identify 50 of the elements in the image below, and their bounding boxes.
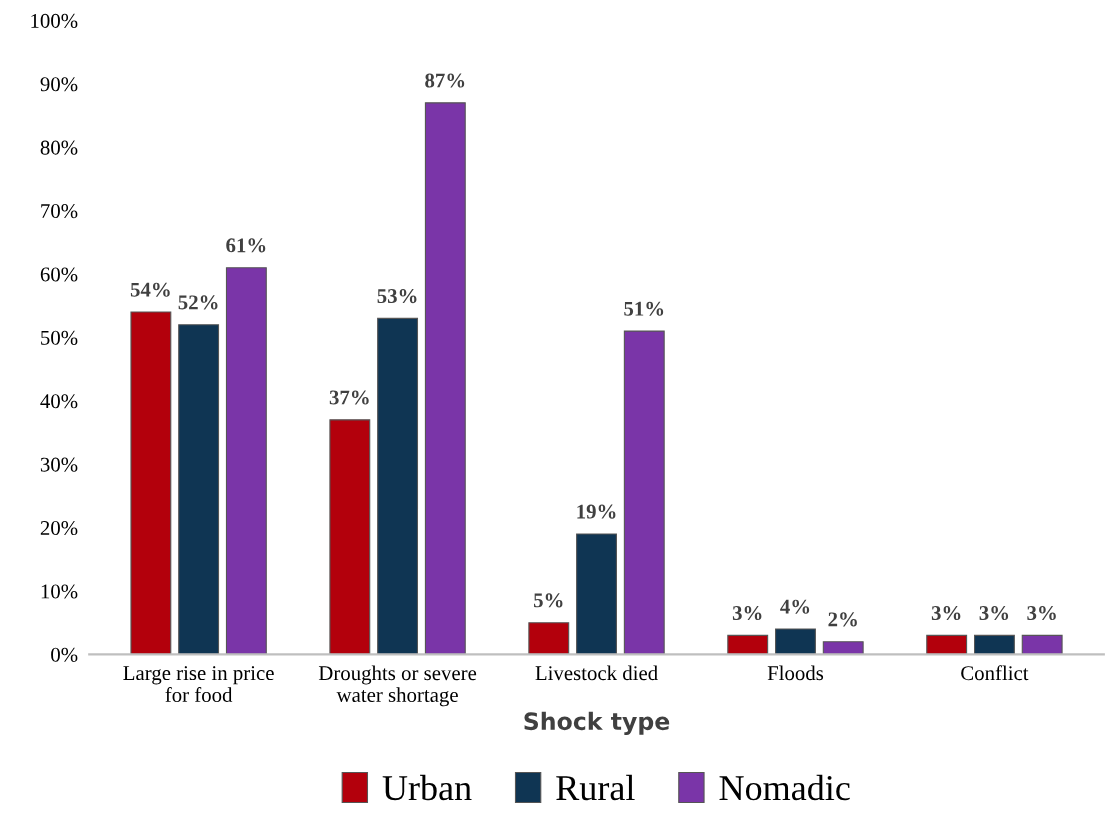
bar [822, 641, 864, 655]
bar [130, 311, 172, 655]
bar [329, 419, 371, 655]
x-tick-label: Droughts or severe water shortage [318, 665, 477, 707]
data-label: 4% [780, 599, 810, 614]
y-tick-label: 50% [41, 330, 78, 345]
y-tick-label: 0% [51, 647, 78, 662]
data-label: 3% [1027, 605, 1056, 621]
x-axis-title: Shock type [524, 711, 670, 735]
data-label: 3% [979, 605, 1009, 621]
x-tick-label: Conflict [961, 665, 1029, 681]
legend-label: Urban [382, 774, 472, 801]
data-label: 53% [377, 289, 417, 304]
data-label: 3% [931, 605, 961, 621]
data-label: 54% [130, 282, 170, 297]
x-tick-label: Large rise in price for food [123, 666, 274, 702]
bar [623, 330, 665, 655]
bar [528, 622, 570, 655]
bar [576, 533, 617, 655]
bar [1021, 634, 1063, 655]
data-label: 87% [425, 73, 465, 88]
y-tick-label: 100% [31, 13, 78, 28]
data-label: 51% [624, 301, 664, 316]
bar [178, 324, 220, 655]
bar [926, 634, 968, 655]
x-tick-label: Livestock died [535, 665, 658, 681]
bar [424, 102, 466, 655]
y-tick-label: 40% [40, 394, 78, 409]
bar [225, 267, 267, 655]
data-label: 5% [533, 593, 563, 608]
legend-label: Nomadic [719, 774, 850, 801]
y-tick-label: 80% [40, 140, 78, 155]
y-tick-label: 10% [41, 584, 78, 599]
data-label: 61% [226, 238, 266, 253]
x-tick-label: Floods [767, 665, 824, 681]
data-label: 3% [732, 605, 762, 621]
data-label: 2% [828, 612, 857, 627]
y-tick-label: 20% [40, 520, 78, 536]
bar [377, 317, 419, 655]
bar [727, 634, 769, 655]
data-label: 52% [178, 295, 218, 310]
y-tick-label: 60% [40, 267, 78, 282]
y-tick-label: 70% [41, 204, 78, 219]
legend-label: Rural [556, 774, 635, 801]
data-label: 37% [329, 390, 369, 405]
bar [775, 628, 816, 655]
y-tick-label: 30% [40, 457, 78, 472]
bar [973, 634, 1015, 655]
y-tick-label: 90% [40, 77, 78, 92]
data-label: 19% [577, 504, 616, 519]
